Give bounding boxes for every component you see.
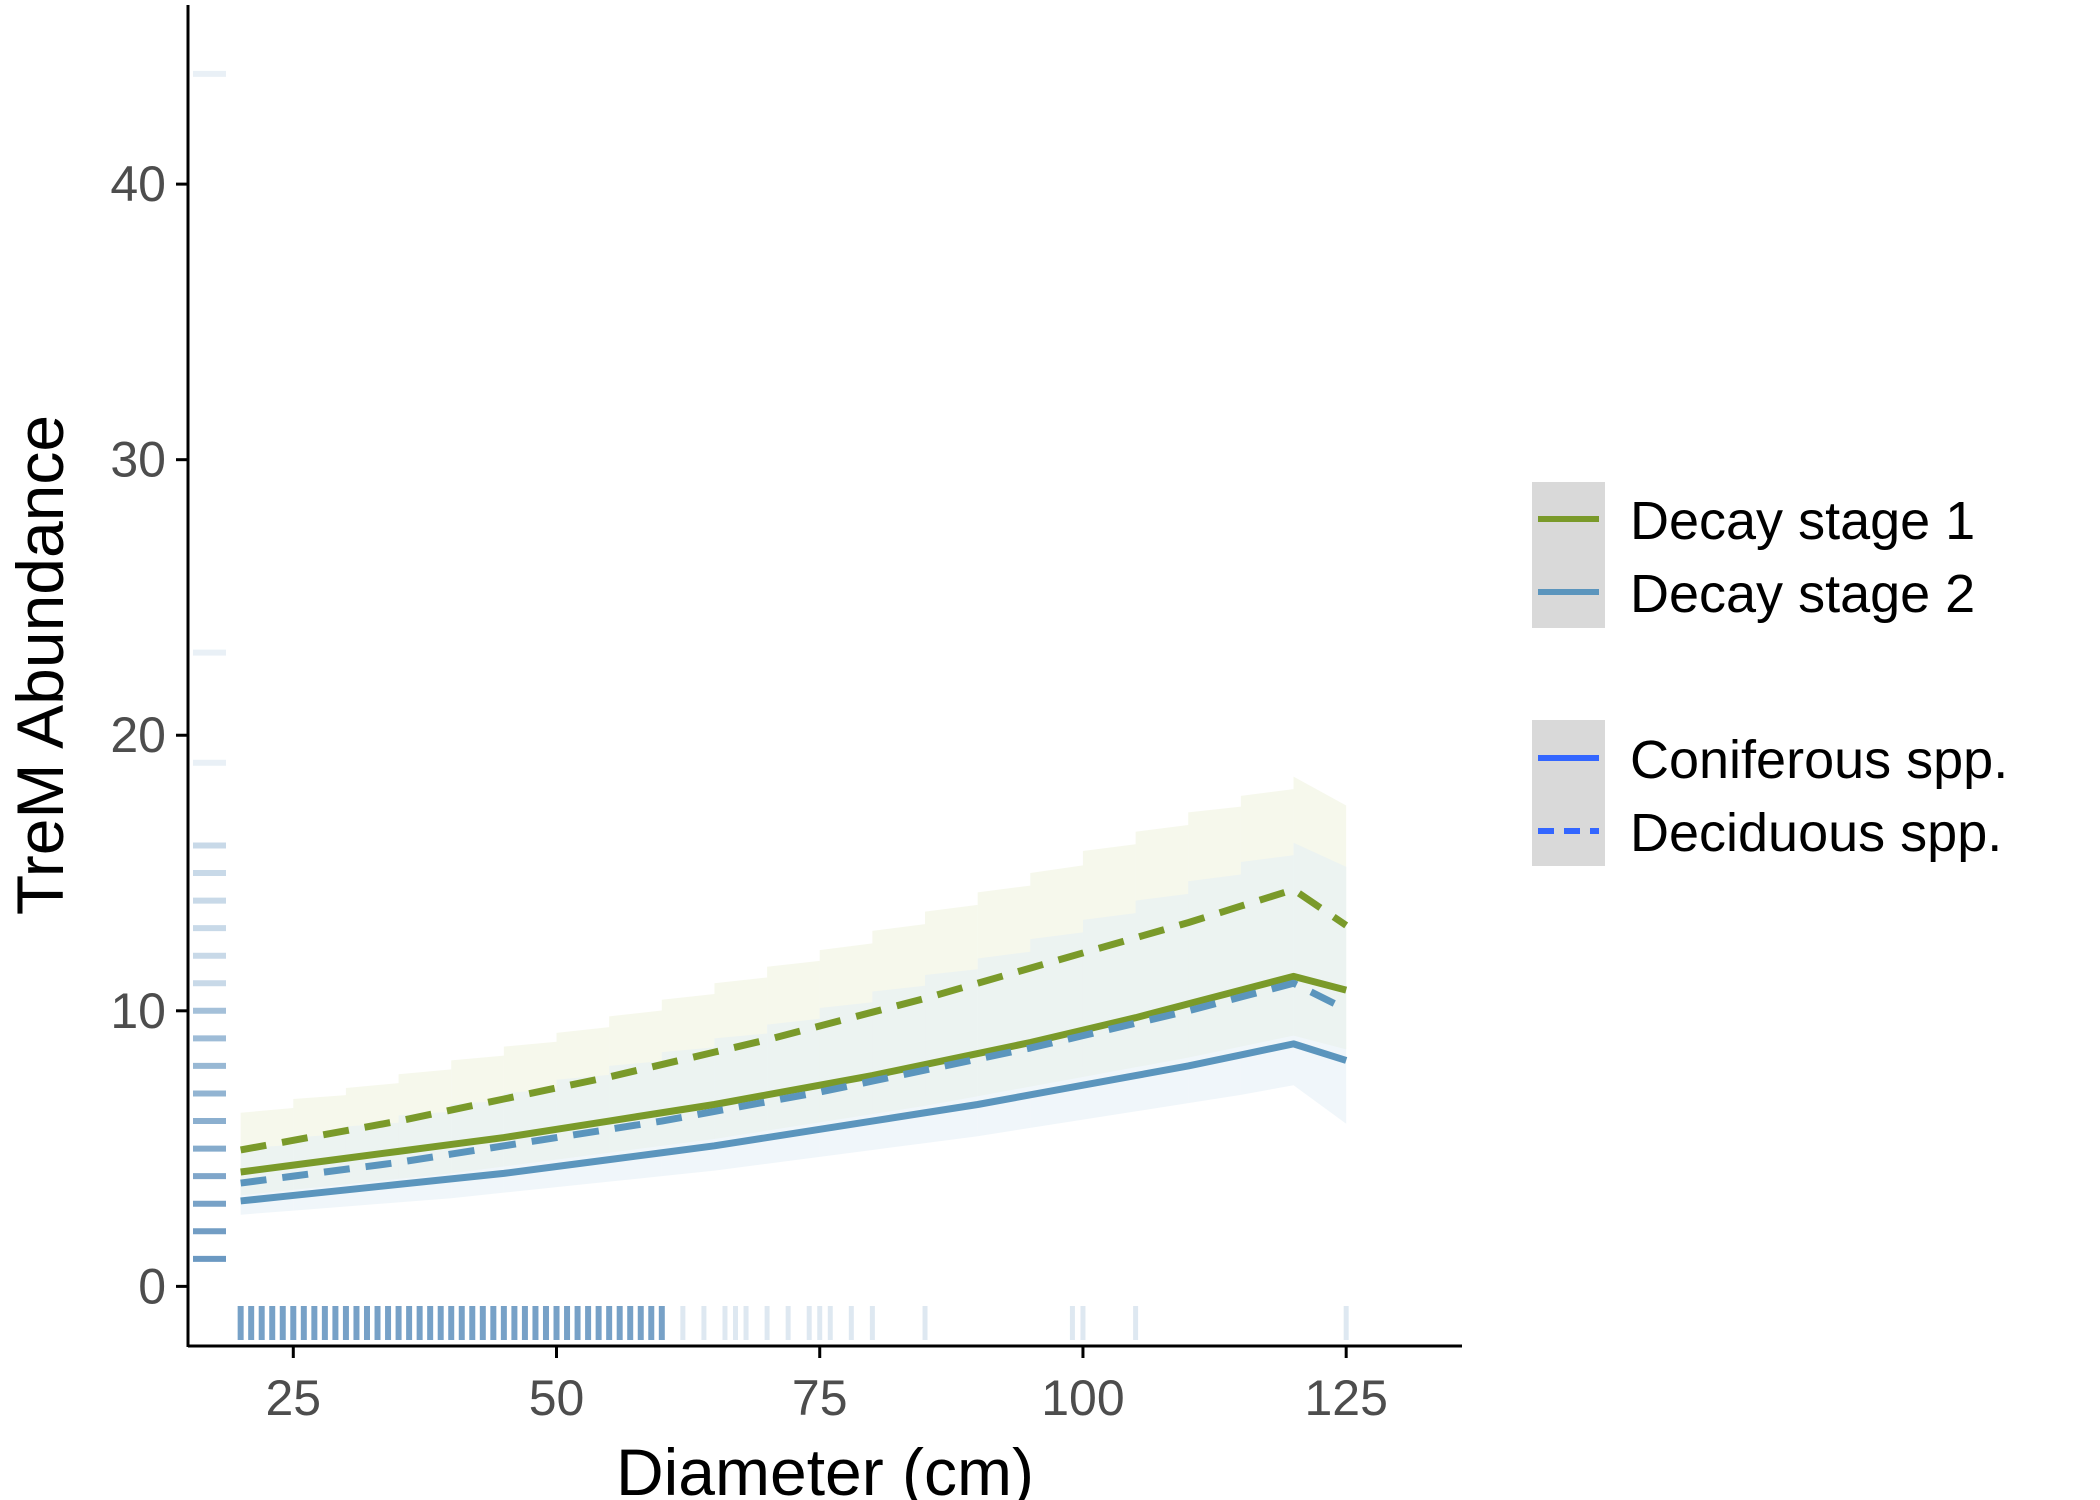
x-tick-label: 25 [265, 1370, 321, 1426]
x-tick-label: 50 [529, 1370, 585, 1426]
ribbon-segment [1030, 932, 1083, 1128]
x-tick-label: 100 [1041, 1370, 1124, 1426]
y-axis-ticks: 0 10 20 30 40 [110, 156, 188, 1314]
x-axis-title: Diameter (cm) [616, 1435, 1034, 1500]
ribbon-segment [1082, 913, 1136, 1120]
y-tick-label: 40 [110, 156, 166, 212]
ribbon-segment [1240, 855, 1294, 1095]
x-tick-label: 125 [1304, 1370, 1387, 1426]
x-axis-ticks: 25 50 75 100 125 [265, 1346, 1388, 1426]
series-line [240, 979, 1348, 1187]
ribbon-segment [1135, 893, 1189, 1112]
legend-species-key-background [1532, 720, 1605, 866]
y-axis-title: TreM Abundance [3, 415, 77, 915]
legend-deciduous-label: Deciduous spp. [1630, 803, 2002, 863]
ribbon-segment [1188, 874, 1241, 1104]
legend-species: Coniferous spp. Deciduous spp. [1532, 720, 2008, 866]
series-line [240, 886, 1349, 1154]
legend-decay-stage-1-label: Decay stage 1 [1630, 491, 1975, 551]
y-rug-marks [193, 70, 226, 1262]
x-rug-marks [237, 1306, 1349, 1340]
legend-coniferous-label: Coniferous spp. [1630, 730, 2008, 790]
series-line [240, 1040, 1348, 1205]
series-lines [240, 886, 1349, 1205]
legend-decay: Decay stage 1 Decay stage 2 [1532, 482, 1975, 628]
y-tick-label: 0 [138, 1258, 166, 1314]
legend-decay-stage-2-label: Decay stage 2 [1630, 564, 1975, 624]
ribbon-segment [977, 951, 1031, 1137]
y-tick-label: 20 [110, 707, 166, 763]
y-tick-label: 30 [110, 432, 166, 488]
series-line [240, 972, 1348, 1176]
y-tick-label: 10 [110, 983, 166, 1039]
x-tick-label: 75 [792, 1370, 848, 1426]
legend-decay-key-background [1532, 482, 1605, 628]
